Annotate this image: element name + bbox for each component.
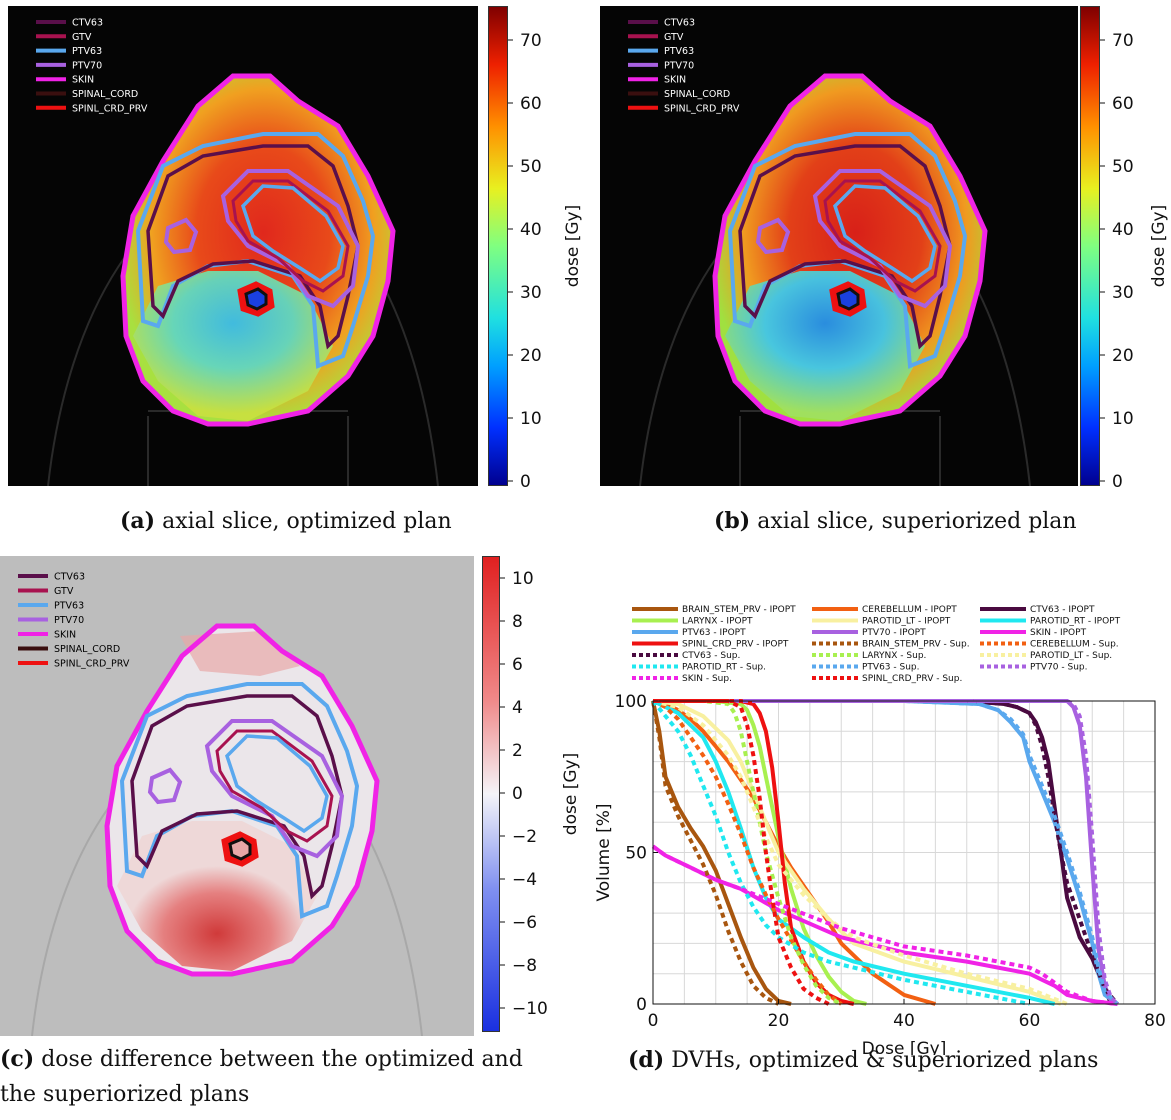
dvh-legend-label: LARYNX - Sup. bbox=[862, 651, 926, 661]
caption-d: (d) DVHs, optimized & superiorized plans bbox=[628, 1047, 1099, 1073]
colorbar-b bbox=[1080, 6, 1100, 486]
colorbar-a bbox=[488, 6, 508, 486]
colorbar-c-tick-label: −2 bbox=[512, 827, 537, 847]
dvh-ytick-label: 50 bbox=[625, 844, 647, 864]
dvh-xlabel: Dose [Gy] bbox=[862, 1039, 947, 1055]
panel-a: 0 10 20 30 40 50 60 70 dose [Gy] (a) axial slic… bbox=[0, 0, 585, 550]
colorbar-b-tick-label: 60 bbox=[1112, 94, 1134, 114]
dose-map-optimized bbox=[8, 6, 478, 486]
colorbar-a-tick-label: 40 bbox=[520, 220, 542, 240]
dvh-xtick-label: 60 bbox=[1019, 1011, 1041, 1031]
dvh-series-line bbox=[653, 699, 1119, 1006]
dvh-series-line bbox=[651, 700, 780, 1006]
colorbar-b-tick-label: 70 bbox=[1112, 31, 1134, 51]
colorbar-b-tick-label: 10 bbox=[1112, 409, 1134, 429]
dvh-series-line bbox=[653, 699, 1119, 1006]
dvh-plot-area: 0 20 40 60 80 0 50 100 Dose [Gy] Volume [%] bbox=[594, 692, 1166, 1055]
dvh-legend-label: CTV63 - IPOPT bbox=[1030, 605, 1095, 615]
colorbar-b-tick-label: 50 bbox=[1112, 157, 1134, 177]
colorbar-c-tick-label: 8 bbox=[512, 612, 523, 632]
dvh-legend-label: CTV63 - Sup. bbox=[682, 651, 740, 661]
panel-c: −10 −8 −6 −4 −2 0 2 4 6 8 10 dose [Gy] (c) dose di… bbox=[0, 550, 590, 1120]
dvh-chart: BRAIN_STEM_PRV - IPOPT CEREBELLUM - IPOPT… bbox=[594, 605, 1166, 1055]
dvh-legend-label: SKIN - Sup. bbox=[682, 674, 732, 684]
dvh-legend-label: PAROTID_LT - IPOPT bbox=[862, 617, 951, 627]
dvh-xtick-label: 0 bbox=[648, 1011, 659, 1031]
colorbar-a-tick-label: 60 bbox=[520, 94, 542, 114]
colorbar-a-axis: 0 10 20 30 40 50 60 70 dose [Gy] bbox=[508, 31, 583, 492]
colorbar-a-tick-label: 70 bbox=[520, 31, 542, 51]
caption-c: (c) dose difference between the optimize… bbox=[0, 1046, 523, 1072]
caption-a: (a) axial slice, optimized plan bbox=[120, 508, 452, 534]
dvh-series-line bbox=[653, 699, 830, 1006]
dose-map-superiorized bbox=[600, 6, 1078, 486]
colorbar-b-axis: 0 10 20 30 40 50 60 70 dose [Gy] bbox=[1100, 31, 1169, 492]
dvh-legend-label: SPINL_CRD_PRV - IPOPT bbox=[682, 640, 789, 650]
panel-d: BRAIN_STEM_PRV - IPOPT CEREBELLUM - IPOPT… bbox=[590, 595, 1171, 1120]
colorbar-a-tick-label: 20 bbox=[520, 346, 542, 366]
dvh-legend-label: CEREBELLUM - IPOPT bbox=[862, 605, 957, 615]
colorbar-c-label: dose [Gy] bbox=[561, 753, 581, 835]
dvh-series-line bbox=[652, 699, 1062, 1006]
colorbar-a-label: dose [Gy] bbox=[563, 205, 583, 287]
colorbar-c-tick-label: 2 bbox=[512, 741, 523, 761]
dvh-legend-label: SKIN - IPOPT bbox=[1030, 628, 1087, 638]
colorbar-c-tick-label: 6 bbox=[512, 655, 523, 675]
colorbar-b-tick-label: 30 bbox=[1112, 283, 1134, 303]
dvh-xtick-label: 20 bbox=[768, 1011, 790, 1031]
dvh-legend-label: PAROTID_LT - Sup. bbox=[1030, 651, 1112, 661]
colorbar-c-axis: −10 −8 −6 −4 −2 0 2 4 6 8 10 dose [Gy] bbox=[500, 569, 581, 1019]
dose-difference-map bbox=[0, 556, 474, 1036]
colorbar-c-tick-label: 0 bbox=[512, 784, 523, 804]
dvh-series-line bbox=[651, 844, 1118, 1006]
colorbar-b-tick-label: 40 bbox=[1112, 220, 1134, 240]
colorbar-a-tick-label: 0 bbox=[520, 472, 531, 492]
dvh-legend-label: PTV70 - Sup. bbox=[1030, 663, 1088, 673]
dvh-legend-label: LARYNX - IPOPT bbox=[682, 617, 753, 627]
dvh-ylabel: Volume [%] bbox=[594, 803, 614, 901]
dvh-series-line bbox=[652, 699, 843, 1006]
dvh-legend-label: PTV70 - IPOPT bbox=[862, 628, 926, 638]
colorbar-c-tick-label: −6 bbox=[512, 913, 537, 933]
dvh-series-line bbox=[652, 699, 1068, 1006]
dvh-legend: BRAIN_STEM_PRV - IPOPT CEREBELLUM - IPOPT… bbox=[632, 605, 1121, 684]
dvh-legend-label: PAROTID_RT - Sup. bbox=[682, 663, 766, 673]
colorbar-a-tick-label: 30 bbox=[520, 283, 542, 303]
colorbar-c-tick-label: 4 bbox=[512, 698, 523, 718]
dvh-ytick-label: 0 bbox=[636, 995, 647, 1015]
dvh-ytick-label: 100 bbox=[615, 692, 647, 712]
dvh-series-line bbox=[653, 699, 843, 1006]
colorbar-a-tick-label: 10 bbox=[520, 409, 542, 429]
dvh-series-line bbox=[651, 844, 1118, 1006]
dvh-legend-label: CEREBELLUM - Sup. bbox=[1030, 640, 1119, 650]
colorbar-c bbox=[482, 556, 500, 1032]
dvh-legend-label: PTV63 - Sup. bbox=[862, 663, 920, 673]
colorbar-c-tick-label: 10 bbox=[512, 569, 534, 589]
dvh-xtick-label: 40 bbox=[893, 1011, 915, 1031]
dvh-legend-label: PAROTID_RT - IPOPT bbox=[1030, 617, 1121, 627]
colorbar-c-tick-label: −8 bbox=[512, 956, 537, 976]
dvh-legend-label: BRAIN_STEM_PRV - Sup. bbox=[862, 640, 970, 650]
caption-b: (b) axial slice, superiorized plan bbox=[714, 508, 1077, 534]
dvh-xtick-label: 80 bbox=[1144, 1011, 1166, 1031]
dvh-legend-label: SPINL_CRD_PRV - Sup. bbox=[862, 674, 962, 684]
panel-b: 0 10 20 30 40 50 60 70 dose [Gy] (b) axial slic… bbox=[592, 0, 1171, 550]
colorbar-b-tick-label: 0 bbox=[1112, 472, 1123, 492]
colorbar-b-label: dose [Gy] bbox=[1149, 205, 1169, 287]
dvh-series-line bbox=[651, 699, 1030, 1006]
dvh-legend-label: PTV63 - IPOPT bbox=[682, 628, 746, 638]
colorbar-b-tick-label: 20 bbox=[1112, 346, 1134, 366]
dvh-series-line bbox=[653, 699, 1119, 1006]
colorbar-a-tick-label: 50 bbox=[520, 157, 542, 177]
caption-c-line2: the superiorized plans bbox=[0, 1082, 250, 1107]
colorbar-c-tick-label: −10 bbox=[512, 999, 548, 1019]
dvh-legend-label: BRAIN_STEM_PRV - IPOPT bbox=[682, 605, 796, 615]
colorbar-c-tick-label: −4 bbox=[512, 870, 537, 890]
